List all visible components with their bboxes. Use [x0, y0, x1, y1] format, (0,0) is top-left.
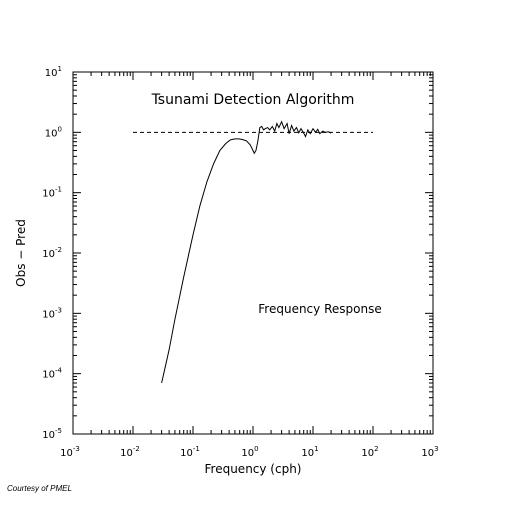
- series-layer: [133, 120, 373, 384]
- y-tick-label: 101: [45, 65, 62, 79]
- x-tick-label: 101: [301, 445, 318, 459]
- courtesy-credit: Courtesy of PMEL: [7, 484, 72, 493]
- y-tick-label: 10-5: [42, 427, 62, 441]
- y-tick-label: 10-2: [42, 246, 62, 260]
- x-tick-label: 102: [361, 445, 378, 459]
- y-axis-ticks: [73, 74, 433, 435]
- x-tick-label: 10-2: [120, 445, 140, 459]
- x-tick-label: 10-3: [60, 445, 80, 459]
- x-axis-label: Frequency (cph): [205, 462, 302, 476]
- x-tick-label: 103: [421, 445, 438, 459]
- y-tick-label: 100: [45, 125, 62, 139]
- response-curve: [161, 120, 332, 384]
- y-tick-label: 10-3: [42, 306, 62, 320]
- chart-annotation: Frequency Response: [258, 302, 381, 316]
- y-axis-label: Obs − Pred: [14, 219, 28, 287]
- x-tick-label: 10-1: [180, 445, 200, 459]
- x-tick-label: 100: [241, 445, 258, 459]
- chart-title: Tsunami Detection Algorithm: [151, 92, 355, 108]
- y-axis-tick-labels: 10-5 10-4 10-3 10-2 10-1 100 101: [42, 65, 62, 441]
- plot-frame: [72, 71, 434, 435]
- y-tick-label: 10-4: [42, 367, 62, 381]
- x-axis-ticks: [72, 72, 431, 434]
- x-axis-tick-labels: 10-3 10-2 10-1 100 101 102 103: [60, 445, 438, 459]
- y-tick-label: 10-1: [42, 186, 62, 200]
